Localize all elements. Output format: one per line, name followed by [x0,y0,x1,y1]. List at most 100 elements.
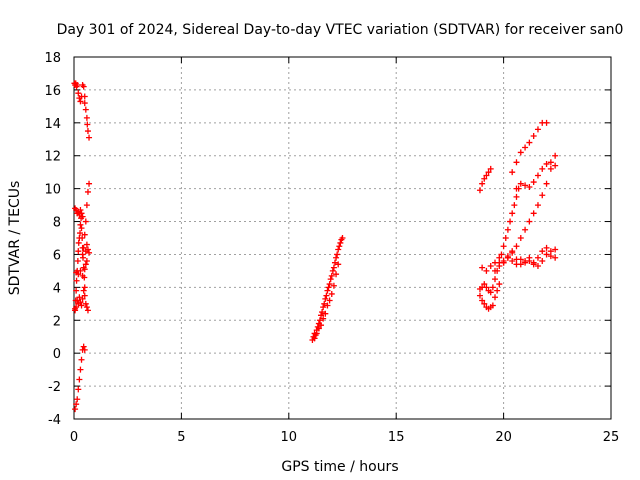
data-point [77,207,84,214]
data-point [73,287,80,294]
data-point [479,180,486,187]
data-point [331,259,338,266]
data-point [500,243,507,250]
x-tick-label: 25 [603,430,620,445]
data-point [522,144,529,151]
data-point [82,218,89,225]
data-point [78,302,85,309]
data-point [78,215,85,222]
y-tick-label: 16 [44,84,61,99]
y-tick-label: 12 [44,150,61,165]
data-point [330,264,337,271]
data-point [79,272,86,279]
data-point [502,235,509,241]
data-point [496,262,503,269]
data-point [492,276,499,283]
data-point [487,165,494,172]
data-point [543,251,550,258]
y-tick-label: 14 [44,117,61,132]
data-point [75,271,82,278]
data-point [500,258,507,265]
x-tick-label: 20 [495,430,512,445]
data-point [77,267,84,274]
data-point [76,376,83,383]
data-point [552,152,559,159]
data-point [80,83,87,90]
data-point [83,258,90,265]
data-point [522,182,529,189]
data-point [539,165,546,172]
data-point [76,294,83,301]
data-point [82,261,89,268]
series-midday [309,235,346,344]
data-point [77,221,84,228]
data-point [318,322,325,329]
data-point [79,251,86,258]
data-point [311,335,318,342]
series-early-hours [71,80,93,413]
data-points [71,80,559,413]
y-tick-label: 18 [44,51,61,66]
data-point [487,289,494,296]
data-point [83,114,90,121]
data-point [86,249,93,256]
data-point [530,259,537,266]
data-point [79,295,86,302]
data-point [322,310,329,317]
data-point [539,258,546,265]
data-point [83,241,90,248]
data-point [333,271,340,278]
data-point [534,172,541,179]
data-point [81,266,88,273]
data-point [494,287,501,294]
data-point [74,297,81,304]
data-point [526,183,533,190]
y-tick-label: -4 [48,413,61,428]
data-point [498,251,505,258]
data-point [320,315,327,322]
data-point [492,259,499,266]
data-point [330,282,337,289]
data-point [82,300,89,307]
data-point [339,235,346,241]
y-tick-label: -2 [48,380,61,395]
data-point [530,132,537,139]
data-point [547,159,554,166]
data-point [511,202,518,209]
data-point [333,254,340,261]
data-point [481,175,488,182]
data-point [80,244,87,251]
data-point [522,258,529,265]
data-point [526,139,533,146]
data-point [543,119,550,126]
data-point [72,406,79,413]
data-point [74,81,81,88]
data-point [81,231,88,238]
data-point [78,356,85,363]
data-point [322,295,329,302]
data-point [504,226,511,233]
data-point [479,264,486,271]
data-point [316,317,323,324]
data-point [326,297,333,304]
data-point [73,401,80,408]
data-point [534,126,541,133]
data-point [543,244,550,251]
data-point [509,169,516,176]
data-point [81,292,88,299]
data-point [489,284,496,291]
data-point [323,292,330,299]
data-point [547,165,554,172]
data-point [78,225,85,232]
data-point [80,287,87,294]
data-point [84,246,91,253]
y-tick-label: 2 [53,314,61,329]
data-point [319,309,326,316]
x-tick-label: 15 [388,430,405,445]
data-point [526,218,533,225]
data-point [81,284,88,291]
data-point [73,277,80,284]
data-point [492,267,499,274]
data-point [81,100,88,107]
data-point [485,169,492,176]
